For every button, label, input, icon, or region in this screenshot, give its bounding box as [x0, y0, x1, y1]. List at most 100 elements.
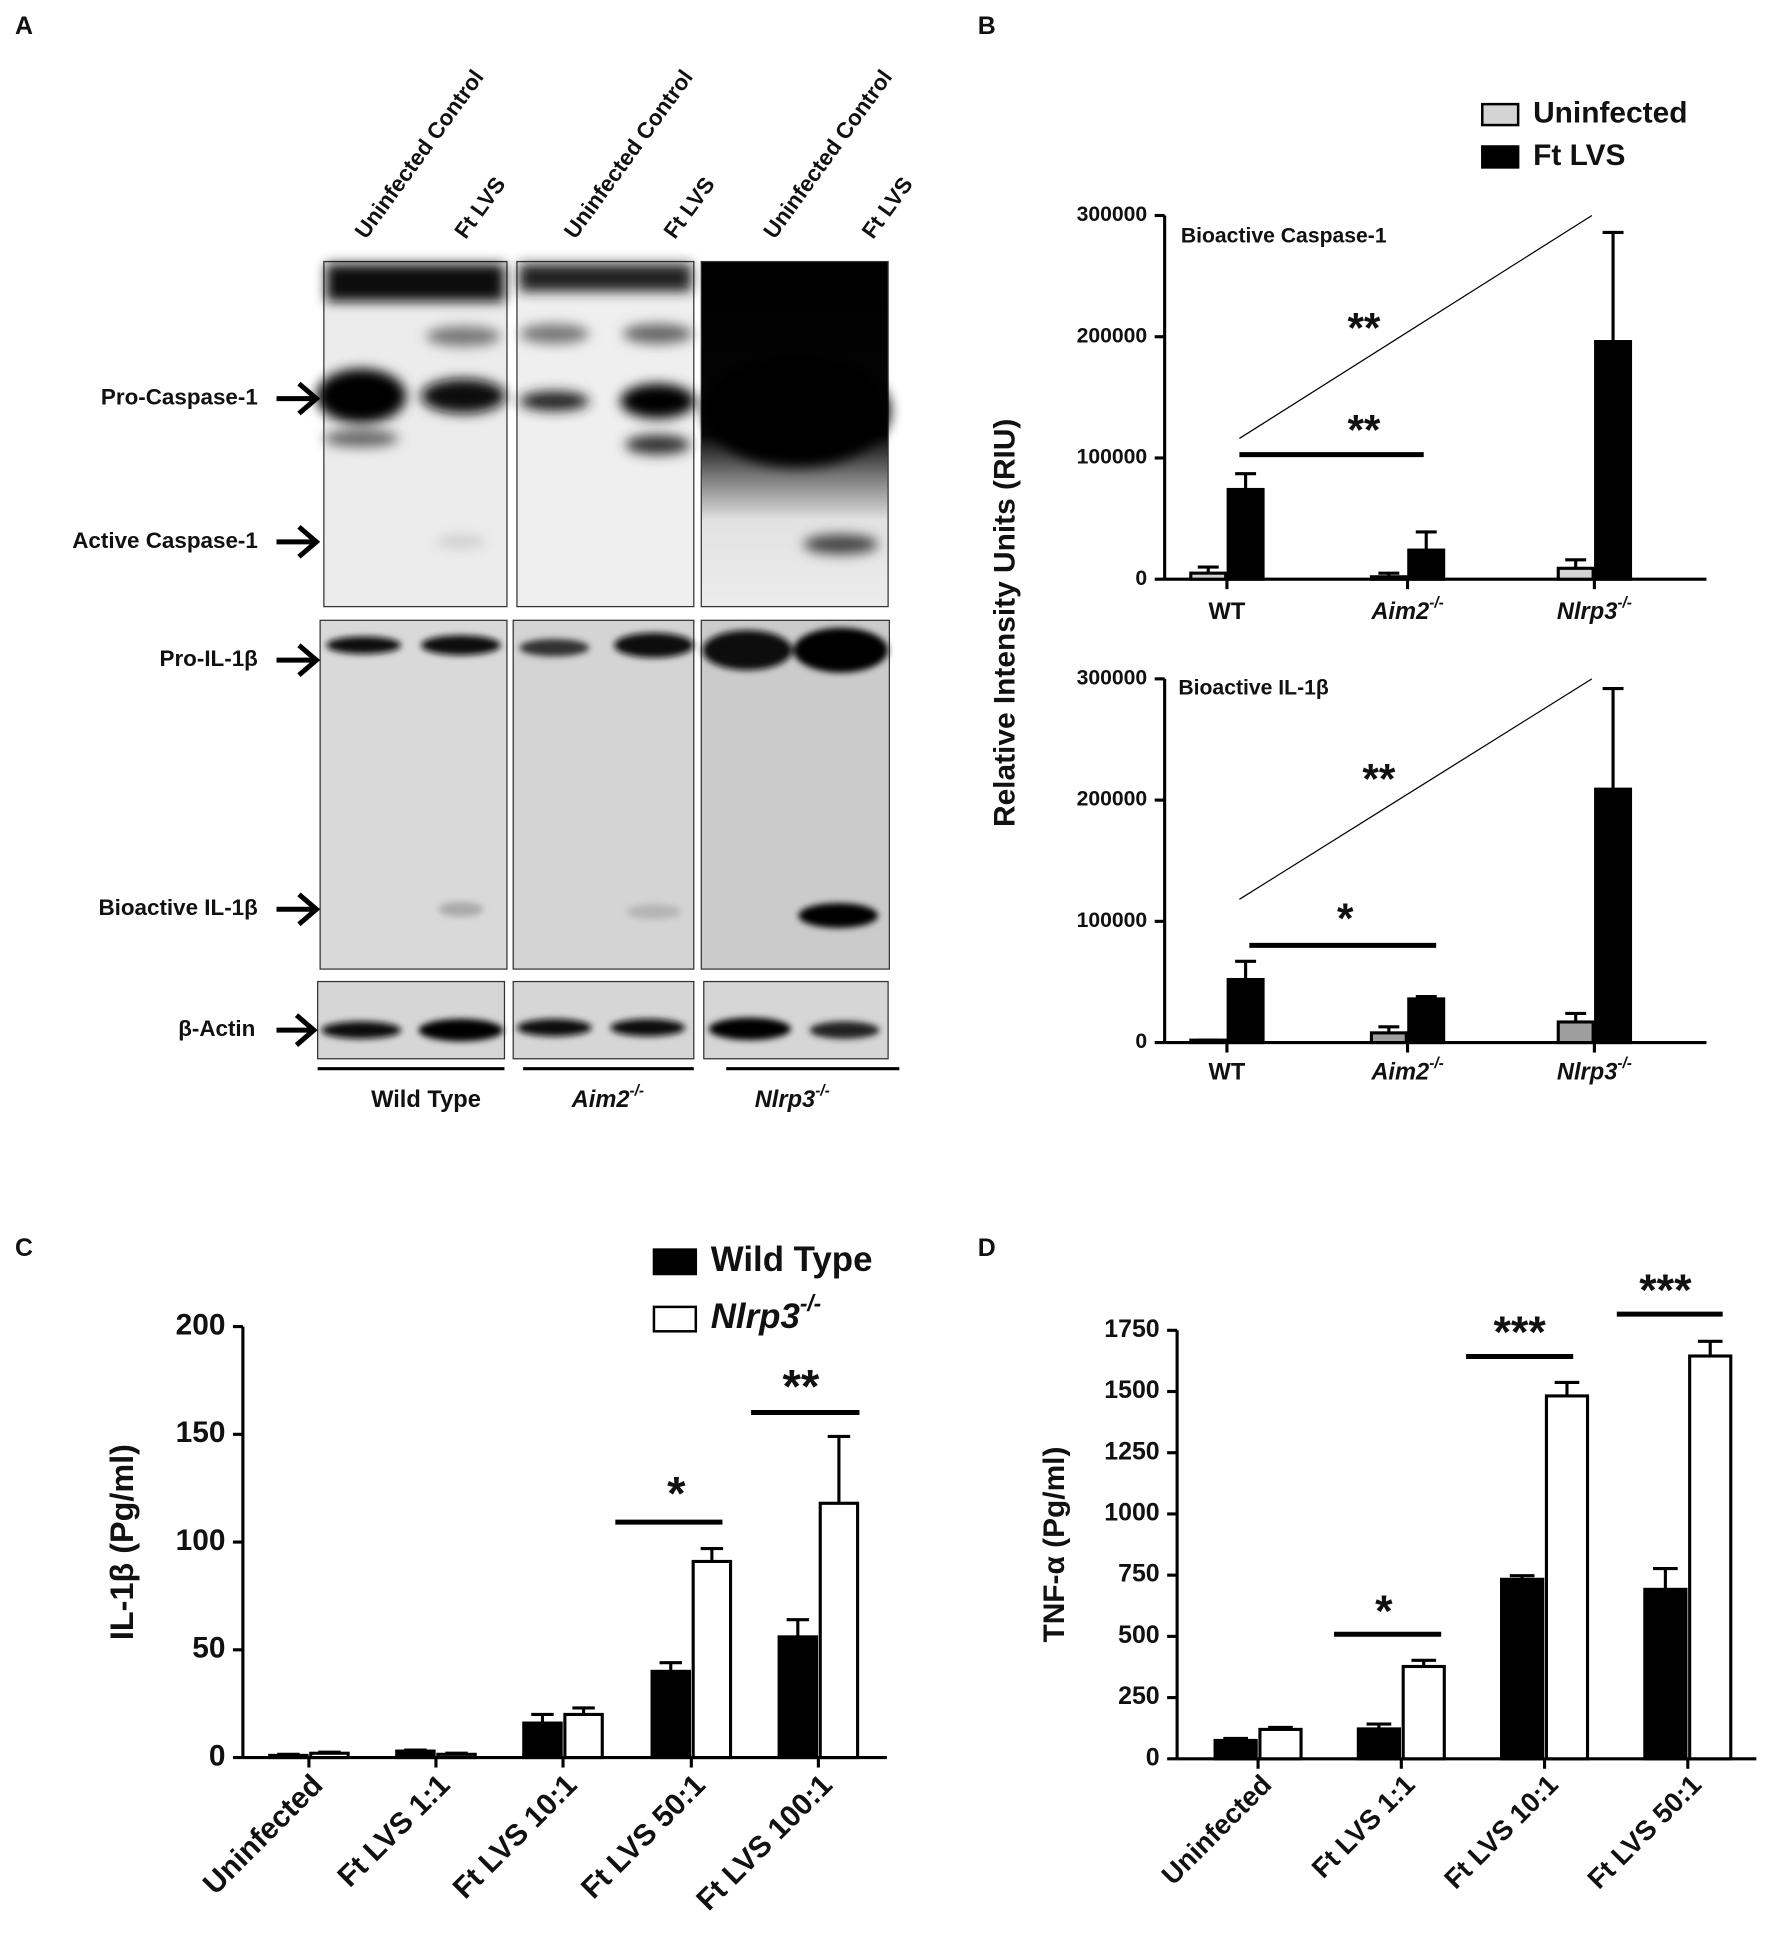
significance-label: ** [1362, 755, 1395, 802]
bar [1213, 1738, 1258, 1761]
x-tick-label: Nlrp3-/- [1557, 1055, 1632, 1086]
group-label: Wild Type [371, 1087, 481, 1113]
y-tick-label: 300000 [1077, 203, 1148, 226]
legend-label: Uninfected [1533, 96, 1687, 129]
group-label: Aim2-/- [571, 1083, 644, 1114]
bar [1407, 548, 1446, 581]
bar [1226, 977, 1265, 1045]
lane-label: Ft LVS [659, 172, 720, 243]
legend-label-sup: -/- [800, 1290, 821, 1316]
blot-panel [703, 980, 889, 1060]
bar [1189, 571, 1228, 581]
y-tick-label: 200000 [1077, 788, 1148, 811]
group-label: Nlrp3-/- [755, 1083, 830, 1114]
x-tick-label: Ft LVS 10:1 [1438, 1769, 1564, 1895]
group-label-sup: -/- [630, 1083, 645, 1100]
panel-letter: D [978, 1234, 996, 1262]
bar [1258, 1727, 1303, 1761]
y-axis-label: Relative Intensity Units (RIU) [988, 419, 1021, 827]
chart-title: Bioactive Caspase-1 [1181, 224, 1387, 247]
y-tick-label: 100000 [1077, 446, 1148, 469]
x-tick-label: Aim2-/- [1370, 1055, 1443, 1086]
y-tick-label: 1750 [1104, 1315, 1159, 1343]
bar [691, 1559, 733, 1760]
bar [309, 1751, 350, 1760]
bar [1369, 1031, 1408, 1045]
arrows [276, 381, 321, 1047]
significance-label: ** [1347, 407, 1380, 454]
significance-line [1239, 214, 1593, 439]
y-tick-label: 200 [176, 1308, 226, 1341]
significance-label: ** [1347, 305, 1380, 352]
bar [563, 1712, 604, 1760]
blot-panel [516, 260, 695, 608]
y-tick-label: 250 [1118, 1682, 1160, 1710]
x-tick-label-main: WT [1209, 599, 1246, 625]
x-tick-label: Ft LVS 50:1 [575, 1768, 712, 1905]
x-tick-label: Ft LVS 1:1 [1305, 1769, 1420, 1884]
group-label-main: Aim2 [571, 1087, 630, 1113]
y-axis-label: IL-1β (Pg/ml) [104, 1444, 140, 1640]
y-tick-label: 0 [1135, 567, 1147, 590]
bar [268, 1753, 309, 1760]
significance-label: * [1337, 895, 1354, 942]
blot-row-label: Bioactive IL-1β [98, 895, 257, 920]
x-tick-label: Uninfected [1155, 1769, 1277, 1891]
significance-label: * [1375, 1585, 1393, 1636]
x-tick-label: Ft LVS 10:1 [447, 1768, 584, 1905]
lane-label: Ft LVS [449, 172, 510, 243]
group-label-main: Wild Type [371, 1087, 481, 1113]
y-tick-label: 0 [1146, 1743, 1160, 1771]
blot-row-label: β-Actin [178, 1016, 255, 1041]
bar [1500, 1577, 1545, 1761]
x-tick-label: Ft LVS 1:1 [331, 1768, 456, 1893]
bar [1544, 1394, 1590, 1761]
legend-label: Nlrp3-/- [711, 1290, 822, 1336]
bar [522, 1721, 563, 1760]
blot-row-label: Active Caspase-1 [72, 528, 258, 553]
y-tick-label: 750 [1118, 1560, 1160, 1588]
bar [1556, 566, 1595, 581]
x-tick-label: Nlrp3-/- [1557, 594, 1632, 625]
bar [777, 1635, 819, 1760]
significance-label: ** [783, 1361, 820, 1414]
bar [1643, 1587, 1688, 1761]
bar [1407, 997, 1446, 1045]
y-tick-label: 150 [176, 1416, 226, 1449]
x-tick-label: Uninfected [197, 1768, 329, 1900]
x-tick-label-main: WT [1209, 1060, 1246, 1086]
blot-bands [321, 1017, 880, 1042]
bar [818, 1501, 860, 1760]
x-tick-label-sup: -/- [1429, 1055, 1444, 1072]
bar [1356, 1727, 1402, 1761]
chart-title: Bioactive IL-1β [1178, 676, 1329, 699]
significance-label: *** [1493, 1306, 1546, 1357]
y-tick-label: 1250 [1104, 1437, 1159, 1465]
blot-row-label: Pro-IL-1β [160, 646, 258, 671]
y-axis-label: TNF-α (Pg/ml) [1038, 1447, 1071, 1643]
blot-bands [326, 627, 889, 928]
y-tick-label: 1000 [1104, 1499, 1159, 1527]
significance-label: *** [1639, 1264, 1692, 1315]
x-tick-label: Ft LVS 50:1 [1581, 1769, 1707, 1895]
bar [436, 1752, 477, 1760]
significance-line [1239, 678, 1593, 900]
x-tick-label-main: Aim2 [1370, 599, 1429, 625]
panel-letter: C [15, 1234, 33, 1262]
legend-swatch [1481, 102, 1520, 127]
blot-panel [319, 619, 508, 970]
significance-label: * [667, 1468, 686, 1521]
y-tick-label: 1500 [1104, 1376, 1159, 1404]
legend-label: Wild Type [711, 1240, 873, 1279]
y-tick-label: 200000 [1077, 324, 1148, 347]
x-tick-label-sup: -/- [1617, 1055, 1632, 1072]
bar [650, 1669, 692, 1760]
legend-label-main: Nlrp3 [711, 1297, 800, 1336]
bar [1556, 1020, 1595, 1045]
legend-swatch [652, 1305, 698, 1333]
legend-label: Ft LVS [1533, 139, 1625, 172]
y-tick-label: 100 [176, 1524, 226, 1557]
bar [1189, 1038, 1228, 1045]
